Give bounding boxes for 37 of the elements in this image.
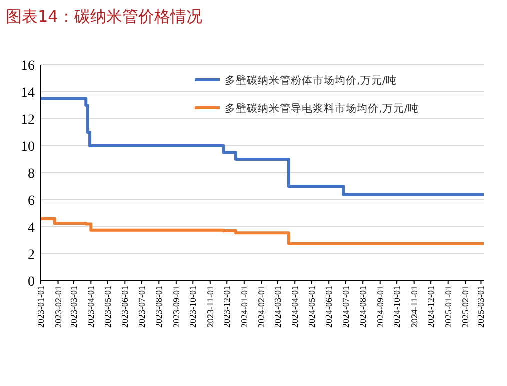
x-tick-label: 2024-01-01 bbox=[239, 286, 250, 328]
x-tick-label: 2023-01-01 bbox=[36, 286, 46, 328]
x-tick-label: 2023-03-01 bbox=[68, 286, 79, 328]
x-tick-label: 2023-02-01 bbox=[53, 286, 64, 328]
y-tick-label: 12 bbox=[21, 113, 35, 128]
x-tick-label: 2025-01-01 bbox=[443, 286, 454, 328]
x-tick-label: 2023-08-01 bbox=[154, 286, 164, 328]
y-tick-label: 4 bbox=[28, 221, 35, 236]
x-tick-label: 2023-04-01 bbox=[86, 286, 96, 328]
x-tick-label: 2024-03-01 bbox=[272, 286, 283, 328]
x-tick-label: 2024-07-01 bbox=[340, 286, 351, 328]
y-tick-label: 6 bbox=[28, 194, 35, 209]
x-tick-label: 2023-12-01 bbox=[222, 286, 232, 328]
x-tick-label: 2024-12-01 bbox=[426, 286, 436, 328]
y-tick-label: 16 bbox=[21, 59, 35, 74]
x-tick-label: 2024-04-01 bbox=[290, 286, 300, 328]
x-tick-label: 2023-07-01 bbox=[136, 286, 147, 328]
x-tick-label: 2023-11-01 bbox=[205, 286, 216, 328]
title: 图表14：碳纳米管价格情况 bbox=[6, 7, 202, 26]
x-tick-label: 2024-09-01 bbox=[375, 286, 386, 328]
y-tick-label: 8 bbox=[28, 167, 35, 182]
y-tick-label: 0 bbox=[28, 275, 35, 290]
x-tick-label: 2024-11-01 bbox=[409, 286, 420, 328]
x-tick-label: 2024-06-01 bbox=[324, 286, 334, 328]
x-tick-label: 2023-09-01 bbox=[171, 286, 182, 328]
x-tick-label: 2024-02-01 bbox=[256, 286, 267, 328]
x-tick-label: 2025-03-01 bbox=[476, 286, 486, 328]
x-tick-label: 2024-10-01 bbox=[392, 286, 402, 328]
x-tick-label: 2023-06-01 bbox=[120, 286, 130, 328]
x-tick-label: 2023-05-01 bbox=[102, 286, 113, 328]
x-tick-label: 2024-08-01 bbox=[358, 286, 368, 328]
x-tick-label: 2023-10-01 bbox=[188, 286, 198, 328]
y-tick-label: 2 bbox=[28, 248, 35, 263]
x-tick-label: 2025-02-01 bbox=[460, 286, 471, 328]
y-tick-label: 14 bbox=[21, 86, 35, 101]
x-tick-label: 2024-05-01 bbox=[306, 286, 317, 328]
y-tick-label: 10 bbox=[21, 140, 35, 155]
